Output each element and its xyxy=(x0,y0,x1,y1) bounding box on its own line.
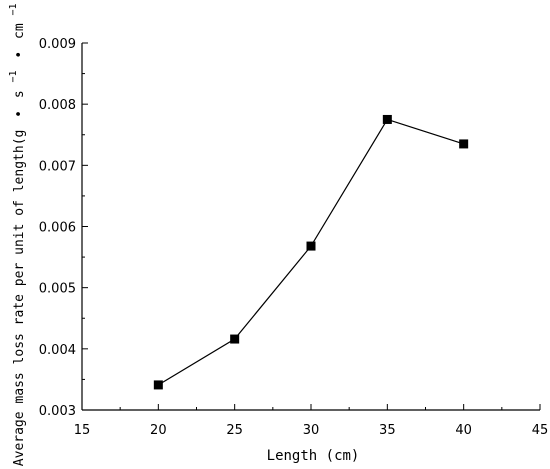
x-tick-label: 25 xyxy=(226,423,243,438)
y-tick-label: 0.007 xyxy=(39,159,76,174)
x-tick-label: 35 xyxy=(379,423,396,438)
y-tick-label: 0.003 xyxy=(39,404,76,419)
y-tick-label: 0.004 xyxy=(39,343,76,358)
y-tick-label: 0.005 xyxy=(39,282,76,297)
x-tick-label: 15 xyxy=(74,423,91,438)
series-layer xyxy=(153,114,469,390)
x-tick-label: 30 xyxy=(303,423,320,438)
y-tick-label: 0.006 xyxy=(39,221,76,236)
data-point xyxy=(230,334,240,344)
axes xyxy=(81,43,540,411)
data-point xyxy=(153,380,163,390)
y-axis-title-unit-cm: cm xyxy=(12,23,27,39)
y-axis-title-base: Average mass loss rate per unit of lengt… xyxy=(12,130,27,467)
y-axis-title-unit-s: s xyxy=(12,90,27,98)
x-tick-label: 45 xyxy=(532,423,549,438)
data-point xyxy=(459,139,469,149)
data-point xyxy=(306,241,316,251)
x-ticks: 15 20 25 30 35 40 45 xyxy=(74,404,549,438)
y-axis-title-bullet2: • xyxy=(12,51,27,59)
x-axis-title: Length (cm) xyxy=(267,448,360,464)
y-axis-title-exp1: −1 xyxy=(8,70,19,82)
y-ticks: 0.003 0.004 0.005 0.006 0.007 0.008 0.009 xyxy=(39,37,88,419)
series-line xyxy=(158,118,464,386)
y-axis-title-bullet1: • xyxy=(12,110,27,118)
data-point xyxy=(382,114,392,124)
y-axis-title-exp2: −1 xyxy=(8,3,19,15)
y-tick-label: 0.008 xyxy=(39,98,76,113)
y-tick-label: 0.009 xyxy=(39,37,76,52)
x-tick-label: 40 xyxy=(455,423,472,438)
y-axis-title: Average mass loss rate per unit of lengt… xyxy=(5,0,27,466)
x-tick-label: 20 xyxy=(150,423,167,438)
